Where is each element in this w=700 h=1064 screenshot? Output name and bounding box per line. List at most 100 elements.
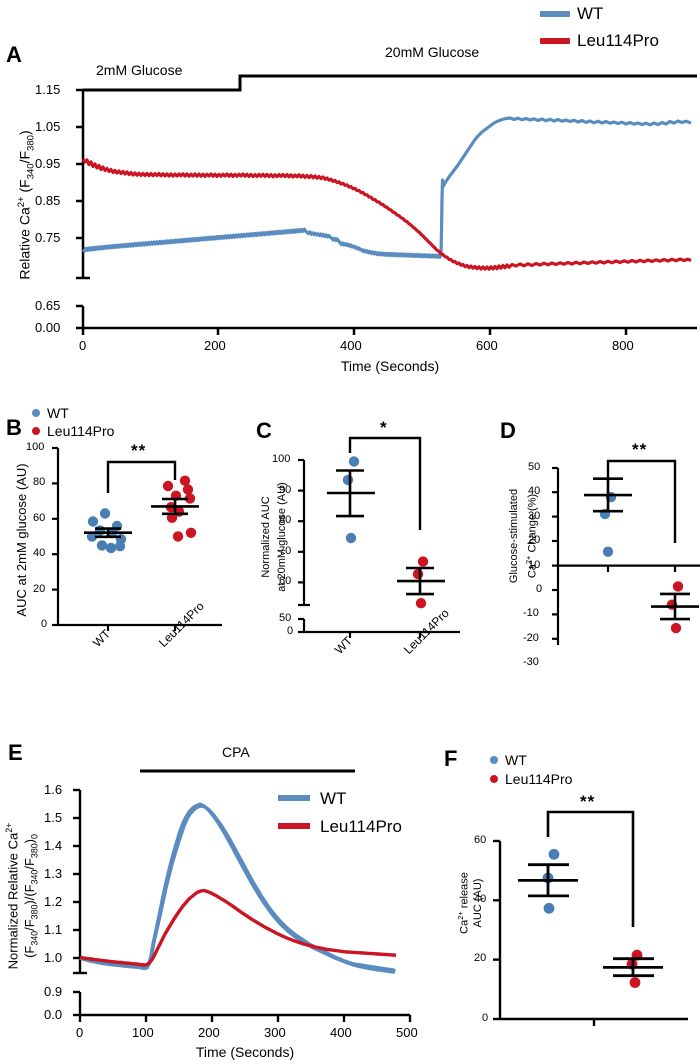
panel-b-ytick-80: 80 xyxy=(33,476,46,488)
panel-a-series-wt xyxy=(81,116,692,259)
panel-e-ytick-0.9: 0.9 xyxy=(44,984,63,999)
panel-d-letter: D xyxy=(500,418,516,443)
panel-e-x-axis-title: Time (Seconds) xyxy=(195,1044,295,1060)
panel-b-plot xyxy=(52,446,222,631)
panel-f-ytick-60: 60 xyxy=(474,834,487,846)
legend-item-wt: WT xyxy=(540,4,659,24)
panel-e-legend-label-mutant: Leu114Pro xyxy=(320,817,402,836)
legend-swatch-mutant xyxy=(540,38,570,44)
panel-d-ytick-50: 50 xyxy=(528,461,541,473)
panel-a-y-axis-title: Relative Ca2+ (F340/F380) xyxy=(16,130,37,280)
panel-a-ytick-0.75: 0.75 xyxy=(35,230,61,245)
panel-e-ytick-1.0: 1.0 xyxy=(44,950,63,965)
legend-swatch-wt xyxy=(540,11,570,17)
panel-b-legend-item-mutant: Leu114Pro xyxy=(32,423,114,439)
panel-a-x-axis-title: Time (Seconds) xyxy=(340,358,440,374)
panel-f-letter: F xyxy=(444,746,458,771)
panel-e-y-axis-title-line1: Normalized Relative Ca2+ xyxy=(4,822,21,970)
legend-label-mutant: Leu114Pro xyxy=(577,31,659,50)
panel-a-xtick-800: 800 xyxy=(612,338,634,353)
panel-f-ytick-0: 0 xyxy=(482,1012,489,1024)
panel-c-ytick-50: 50 xyxy=(279,612,292,624)
panel-e-xtick-200: 200 xyxy=(198,1025,220,1040)
panel-e-treatment-label: CPA xyxy=(222,744,250,760)
panel-f-sig-bracket xyxy=(546,810,635,927)
panel-b-ytick-60: 60 xyxy=(33,512,46,524)
legend-dot-wt xyxy=(490,755,498,764)
panel-a-ytick-0.65: 0.65 xyxy=(35,298,61,313)
panel-e-ytick-1.6: 1.6 xyxy=(44,782,63,797)
panel-b-legend-item-wt: WT xyxy=(32,405,114,421)
panel-a-ytick-0.95: 0.95 xyxy=(35,156,61,171)
legend-item-mutant: Leu114Pro xyxy=(540,31,659,51)
panel-f-y-axis-title-line1: Ca2+ release xyxy=(456,872,471,934)
panel-a-letter: A xyxy=(6,42,22,67)
panel-e-xtick-0: 0 xyxy=(76,1025,84,1040)
panel-c-letter: C xyxy=(256,418,272,443)
panel-f-significance: ** xyxy=(580,792,596,811)
panel-b-mean-sem-mutant xyxy=(151,497,199,516)
panel-b-points-wt xyxy=(86,508,127,554)
panel-a-xtick-200: 200 xyxy=(204,338,226,353)
panel-c-ytick-60: 60 xyxy=(279,575,292,587)
panel-a-xtick-600: 600 xyxy=(476,338,498,353)
panel-a-treatment-label-2: 20mM Glucose xyxy=(385,44,480,60)
panel-b-y-axis-title: AUC at 2mM glucose (AU) xyxy=(14,463,29,617)
panel-f-errorbar-wt xyxy=(518,863,578,898)
panel-f: F WT Leu114Pro Ca2+ release AUC (AU) xyxy=(430,730,700,1064)
panel-e-y-axis-title-line2: (F340/F380)/(F340/F380)0 xyxy=(22,834,40,958)
panel-e-xtick-100: 100 xyxy=(132,1025,154,1040)
panel-c-ytick-70: 70 xyxy=(279,545,292,557)
panel-a-series-mutant xyxy=(81,158,692,271)
legend-dot-wt xyxy=(32,409,40,417)
panel-b-ytick-20: 20 xyxy=(33,583,46,595)
panel-b-ytick-40: 40 xyxy=(33,547,46,559)
panel-e-ytick-1.1: 1.1 xyxy=(44,922,63,937)
panel-b-x-ticks xyxy=(106,625,177,631)
panel-a-ytick-0.00: 0.00 xyxy=(35,320,61,335)
panel-a-plot xyxy=(76,74,697,335)
panel-d-x-ticks xyxy=(606,565,677,572)
legend-label-wt: WT xyxy=(577,4,604,23)
panel-e-xtick-400: 400 xyxy=(330,1025,352,1040)
panel-b-significance: ** xyxy=(131,441,147,460)
panel-f-legend-item-mutant: Leu114Pro xyxy=(490,770,572,787)
panel-d-ytick-20: 20 xyxy=(528,534,541,546)
panel-e-legend xyxy=(278,795,310,829)
panel-a-ytick-1.15: 1.15 xyxy=(35,82,61,97)
panel-c-ytick-80: 80 xyxy=(279,514,292,526)
panel-e-plot xyxy=(73,769,412,1022)
panel-d: D Glucose-stimulated Ca2+ Change (%) xyxy=(462,400,700,710)
panel-e-ytick-1.3: 1.3 xyxy=(44,866,63,881)
panel-c: C Normalized AUC at 20mM glucose (AU) xyxy=(232,400,467,710)
panel-f-legend-item-wt: WT xyxy=(490,751,572,768)
panel-d-significance: ** xyxy=(632,440,648,459)
panel-d-ytick-0: 0 xyxy=(536,583,543,595)
panel-c-ytick-0: 0 xyxy=(287,625,294,637)
panel-c-ytick-90: 90 xyxy=(279,484,292,496)
panel-f-ytick-20: 20 xyxy=(474,952,487,964)
panel-a-xtick-0: 0 xyxy=(79,338,87,353)
panel-a-treatment-bar xyxy=(83,74,697,92)
panel-c-plot xyxy=(298,436,460,638)
panel-e-x-ticks xyxy=(78,1015,412,1022)
panel-c-y-axis-title-line2: at 20mM glucose (AU) xyxy=(276,482,288,592)
panel-c-ytick-100: 100 xyxy=(272,453,291,465)
panel-e-y-ticks xyxy=(73,788,80,1017)
panel-b-legend-label-mutant: Leu114Pro xyxy=(47,423,115,439)
panel-f-y-ticks xyxy=(493,839,500,1021)
panel-a-ytick-1.05: 1.05 xyxy=(35,119,61,134)
panel-a-xtick-400: 400 xyxy=(340,338,362,353)
panel-c-mean-sem-wt xyxy=(327,469,375,518)
panel-d-ytick--20: -20 xyxy=(523,632,539,644)
panel-e-ytick-0.0: 0.0 xyxy=(44,1007,63,1022)
panel-e-xtick-500: 500 xyxy=(396,1025,418,1040)
panel-c-mean-sem-mutant xyxy=(397,566,445,596)
panel-f-ytick-40: 40 xyxy=(474,893,487,905)
legend-dot-mutant xyxy=(32,427,40,435)
panel-e-xtick-300: 300 xyxy=(264,1025,286,1040)
panel-b-letter: B xyxy=(6,415,22,440)
panel-d-ytick-30: 30 xyxy=(528,510,541,522)
panel-e-series-wt-smooth xyxy=(79,802,396,974)
panel-f-points-mutant xyxy=(626,949,643,988)
